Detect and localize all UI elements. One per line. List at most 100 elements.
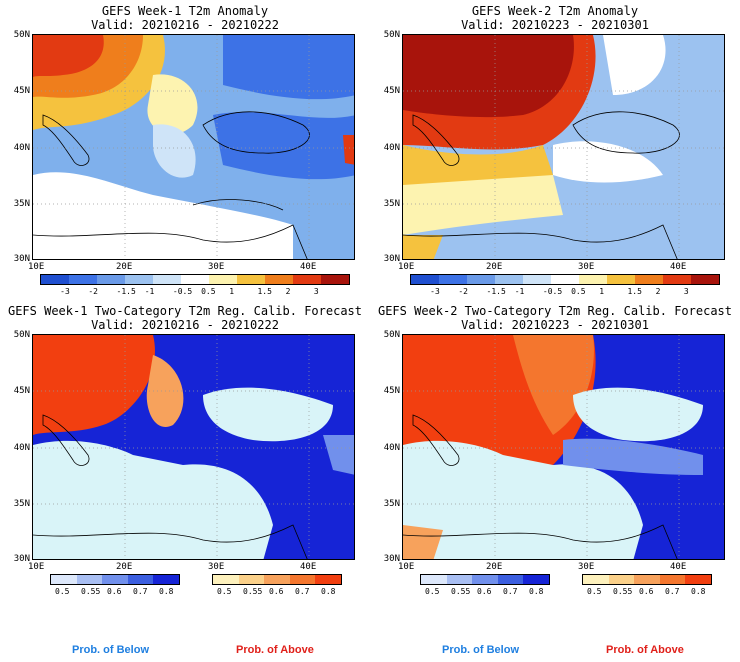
colorbar-swatch xyxy=(102,575,128,584)
colorbar-tick-label: 0.5 xyxy=(425,587,440,596)
colorbar-tick-label: 0.8 xyxy=(321,587,336,596)
colorbar-swatch xyxy=(583,575,609,584)
lon-label: 30E xyxy=(578,562,595,572)
panel-week2-probability: GEFS Week-2 Two-Category T2m Reg. Calib.… xyxy=(370,300,740,600)
colorbar-swatch xyxy=(608,575,635,584)
colorbar-tick-label: 2 xyxy=(285,287,291,296)
lon-label: 20E xyxy=(486,562,503,572)
lon-label: 20E xyxy=(116,562,133,572)
colorbar-tick-label: 1.5 xyxy=(257,287,272,296)
colorbar-tick-label: 0.5 xyxy=(201,287,216,296)
colorbar-swatch xyxy=(265,275,293,284)
below-colorbar-ticks: 0.5 0.55 0.6 0.7 0.8 xyxy=(50,587,180,597)
lat-label: 50N xyxy=(13,30,30,40)
colorbar-swatch xyxy=(69,275,97,284)
colorbar-swatch xyxy=(579,275,607,284)
lat-label: 40N xyxy=(13,143,30,153)
colorbar-tick-label: -0.5 xyxy=(542,287,563,296)
colorbar-swatch xyxy=(607,275,635,284)
colorbar-swatch xyxy=(495,275,523,284)
panel-title: GEFS Week-1 Two-Category T2m Reg. Calib.… xyxy=(7,304,362,318)
colorbar-tick-label: -2 xyxy=(458,287,468,296)
colorbar-tick-label: 0.7 xyxy=(503,587,518,596)
colorbar-swatch xyxy=(76,575,103,584)
colorbar-tick-label: 0.8 xyxy=(691,587,706,596)
colorbar-tick-label: 0.6 xyxy=(639,587,654,596)
colorbar-swatch xyxy=(321,275,349,284)
colorbar-swatch xyxy=(411,275,439,284)
lat-label: 45N xyxy=(383,86,400,96)
anomaly-map-week2 xyxy=(402,34,725,260)
above-probability-colorbar xyxy=(582,574,712,585)
colorbar-tick-label: -1.5 xyxy=(116,287,136,296)
colorbar-tick-label: 0.5 xyxy=(571,287,586,296)
lon-label: 20E xyxy=(486,262,503,272)
anomaly-colorbar xyxy=(410,274,720,285)
colorbar-tick-label: -0.5 xyxy=(172,287,193,296)
lon-label: 20E xyxy=(116,262,133,272)
colorbar-swatch xyxy=(315,575,341,584)
panel-valid-dates: Valid: 20210216 - 20210222 xyxy=(91,18,279,32)
colorbar-tick-label: 0.6 xyxy=(107,587,122,596)
lon-label: 40E xyxy=(670,262,687,272)
colorbar-swatch xyxy=(238,575,265,584)
colorbar-tick-label: 0.5 xyxy=(55,587,70,596)
colorbar-tick-label: 0.7 xyxy=(665,587,680,596)
colorbar-tick-label: 0.5 xyxy=(217,587,232,596)
colorbar-swatch xyxy=(497,575,524,584)
anomaly-map-week1 xyxy=(32,34,355,260)
below-probability-colorbar xyxy=(420,574,550,585)
panel-week1-anomaly: GEFS Week-1 T2m Anomaly Valid: 20210216 … xyxy=(0,0,370,300)
lat-label: 35N xyxy=(13,199,30,209)
colorbar-tick-label: 1.5 xyxy=(627,287,642,296)
colorbar-swatch xyxy=(663,275,691,284)
lat-label: 50N xyxy=(383,330,400,340)
lat-label: 35N xyxy=(13,499,30,509)
prob-above-label: Prob. of Above xyxy=(236,644,314,656)
colorbar-tick-label: 0.6 xyxy=(477,587,492,596)
anomaly-colorbar-ticks: -3 -2 -1.5 -1 -0.5 0.5 1 1.5 2 3 xyxy=(410,287,720,297)
prob-below-label: Prob. of Below xyxy=(442,644,519,656)
colorbar-swatch xyxy=(97,275,125,284)
lat-label: 35N xyxy=(383,199,400,209)
colorbar-swatch xyxy=(421,575,447,584)
colorbar-swatch xyxy=(237,275,265,284)
colorbar-swatch xyxy=(446,575,473,584)
colorbar-tick-label: -1 xyxy=(514,287,525,296)
lon-label: 10E xyxy=(28,262,45,272)
probability-map-week1 xyxy=(32,334,355,560)
anomaly-colorbar-ticks: -3 -2 -1.5 -1 -0.5 0.5 1 1.5 2 3 xyxy=(40,287,350,297)
above-colorbar-ticks: 0.5 0.55 0.6 0.7 0.8 xyxy=(582,587,712,597)
prob-above-label: Prob. of Above xyxy=(606,644,684,656)
lat-label: 45N xyxy=(13,86,30,96)
colorbar-swatch xyxy=(153,575,179,584)
lat-label: 40N xyxy=(13,443,30,453)
lon-label: 30E xyxy=(208,562,225,572)
colorbar-swatch xyxy=(523,275,551,284)
colorbar-tick-label: 0.8 xyxy=(529,587,544,596)
lat-label: 45N xyxy=(383,386,400,396)
colorbar-tick-label: 0.7 xyxy=(133,587,148,596)
colorbar-tick-label: 0.6 xyxy=(269,587,284,596)
colorbar-tick-label: -3 xyxy=(60,287,70,296)
lat-label: 30N xyxy=(383,254,400,264)
below-colorbar-ticks: 0.5 0.55 0.6 0.7 0.8 xyxy=(420,587,550,597)
lat-label: 40N xyxy=(383,143,400,153)
colorbar-swatch xyxy=(209,275,237,284)
colorbar-tick-label: 1 xyxy=(599,287,605,296)
panel-valid-dates: Valid: 20210223 - 20210301 xyxy=(461,318,649,332)
lat-label: 40N xyxy=(383,443,400,453)
lon-label: 40E xyxy=(300,262,317,272)
colorbar-swatch xyxy=(659,575,686,584)
above-probability-colorbar xyxy=(212,574,342,585)
lat-label: 30N xyxy=(383,554,400,564)
colorbar-swatch xyxy=(635,275,663,284)
colorbar-tick-label: -3 xyxy=(430,287,440,296)
lat-label: 45N xyxy=(13,386,30,396)
colorbar-tick-label: 3 xyxy=(313,287,319,296)
probability-map-week2 xyxy=(402,334,725,560)
colorbar-swatch xyxy=(181,275,209,284)
panel-valid-dates: Valid: 20210223 - 20210301 xyxy=(461,18,649,32)
colorbar-tick-label: 3 xyxy=(683,287,689,296)
colorbar-swatch xyxy=(439,275,467,284)
